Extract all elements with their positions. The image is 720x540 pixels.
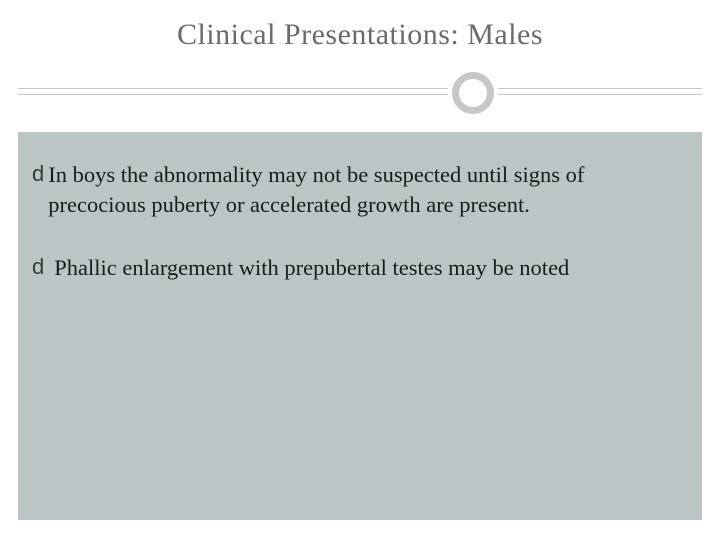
- list-item: d Phallic enlargement with prepubertal t…: [32, 253, 684, 283]
- list-item: d In boys the abnormality may not be sus…: [32, 160, 684, 219]
- bullet-text: In boys the abnormality may not be suspe…: [48, 160, 684, 219]
- slide-title: Clinical Presentations: Males: [0, 18, 720, 52]
- content-panel: d In boys the abnormality may not be sus…: [18, 132, 702, 520]
- divider-line-top: [18, 88, 702, 89]
- slide-container: Clinical Presentations: Males d In boys …: [0, 0, 720, 540]
- title-area: Clinical Presentations: Males: [0, 0, 720, 52]
- bullet-glyph-icon: d: [32, 160, 44, 189]
- bullet-glyph-icon: d: [32, 253, 44, 282]
- title-divider: [0, 70, 720, 118]
- ring-icon: [452, 72, 494, 114]
- divider-line-bottom: [18, 94, 702, 95]
- bullet-text: Phallic enlargement with prepubertal tes…: [54, 253, 569, 283]
